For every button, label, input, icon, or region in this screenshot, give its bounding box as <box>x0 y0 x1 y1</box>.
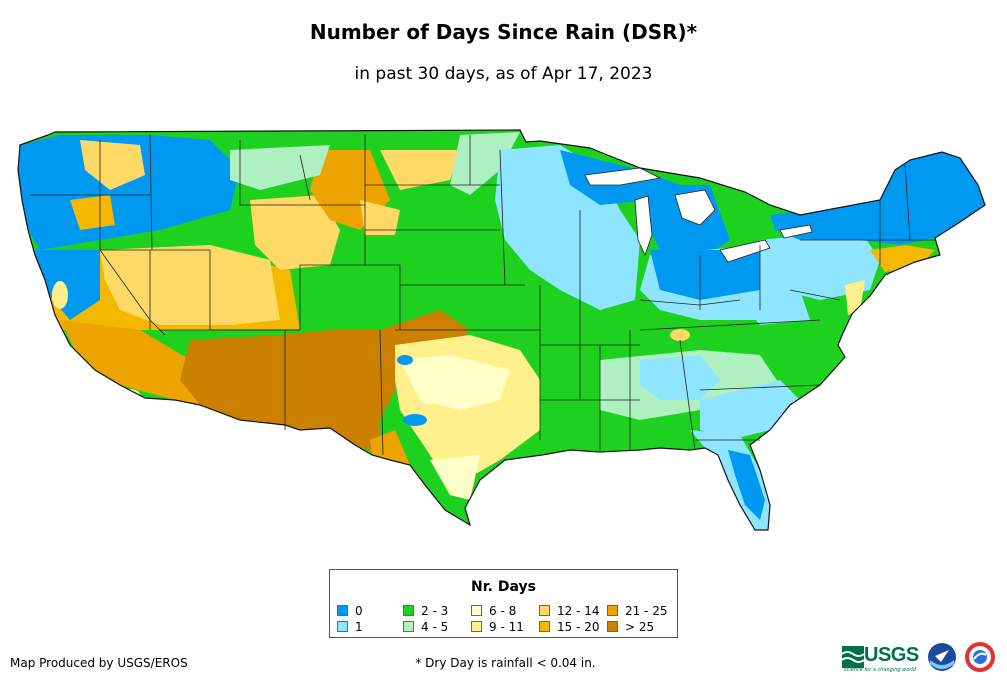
legend-swatch <box>471 605 482 616</box>
legend-swatch <box>337 621 348 632</box>
legend-label: 4 - 5 <box>421 620 449 634</box>
usgs-tagline: science for a changing world <box>844 667 916 673</box>
legend-label: 2 - 3 <box>421 604 449 618</box>
legend-swatch <box>471 621 482 632</box>
legend-label: 15 - 20 <box>557 620 600 634</box>
legend-swatch <box>607 621 618 632</box>
usgs-logo-text: USGS <box>864 644 919 666</box>
legend: Nr. Days 0 1 2 - 3 4 - 5 6 - 8 9 - 11 12 - 14 1… <box>329 569 678 638</box>
legend-label: 12 - 14 <box>557 604 600 618</box>
credit-text: Map Produced by USGS/EROS <box>10 656 188 670</box>
legend-swatch <box>337 605 348 616</box>
legend-label: 6 - 8 <box>489 604 517 618</box>
legend-swatch <box>607 605 618 616</box>
legend-swatch <box>403 605 414 616</box>
legend-swatch <box>539 621 550 632</box>
legend-title: Nr. Days <box>471 579 536 595</box>
agency-logos: USGS science for a changing world <box>842 638 1002 678</box>
noaa-logo-icon <box>928 643 956 671</box>
us-dsr-map <box>17 129 986 531</box>
legend-swatch <box>539 605 550 616</box>
nws-logo-icon <box>965 642 995 672</box>
legend-swatch <box>403 621 414 632</box>
legend-label: 0 <box>355 604 363 618</box>
map-title: Number of Days Since Rain (DSR)* <box>309 20 698 44</box>
legend-label: 9 - 11 <box>489 620 524 634</box>
map-subtitle: in past 30 days, as of Apr 17, 2023 <box>354 64 653 84</box>
legend-label: 1 <box>355 620 363 634</box>
legend-label: > 25 <box>625 620 655 634</box>
legend-label: 21 - 25 <box>625 604 668 618</box>
footnote-text: * Dry Day is rainfall < 0.04 in. <box>415 656 596 670</box>
usgs-logo-icon <box>842 646 864 668</box>
